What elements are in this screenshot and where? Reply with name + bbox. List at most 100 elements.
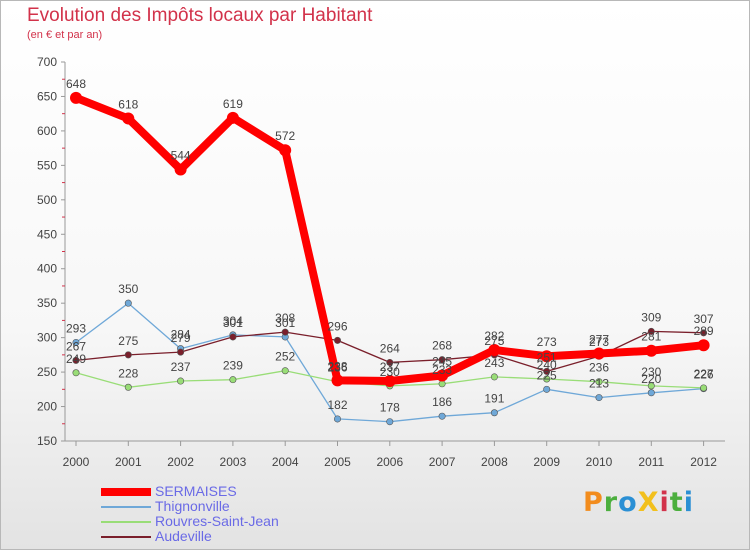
data-label: 350 (118, 282, 138, 296)
data-point (331, 374, 344, 387)
legend-label: Rouvres-Saint-Jean (155, 513, 279, 529)
legend-item: Thignonville (101, 498, 361, 515)
data-point (124, 351, 132, 359)
legend-swatch (101, 488, 151, 496)
legend-swatch (101, 506, 151, 508)
logo-letter: r (603, 487, 619, 518)
x-tick-label: 2003 (220, 455, 247, 469)
data-label: 182 (327, 398, 347, 412)
data-label: 289 (694, 324, 714, 338)
legend-label: Audeville (155, 528, 212, 544)
data-point (174, 163, 187, 176)
x-tick-label: 2004 (272, 455, 299, 469)
data-point (226, 111, 239, 124)
data-point (124, 383, 132, 391)
data-point (386, 358, 394, 366)
data-label: 619 (223, 97, 243, 111)
legend-swatch (101, 521, 151, 523)
data-label: 225 (537, 368, 557, 382)
data-point (595, 394, 603, 402)
data-label: 239 (223, 359, 243, 373)
data-label: 304 (223, 314, 243, 328)
series-points (70, 91, 710, 426)
y-tick-label: 550 (37, 158, 57, 172)
y-tick-label: 700 (37, 55, 57, 69)
data-label: 252 (275, 350, 295, 364)
logo-letter: P (583, 487, 604, 518)
x-tick-label: 2008 (481, 455, 508, 469)
y-tick-label: 350 (37, 296, 57, 310)
data-point (488, 344, 501, 357)
data-point (279, 144, 292, 157)
data-point (333, 336, 341, 344)
data-label: 249 (66, 352, 86, 366)
chart-legend: SERMAISES Thignonville Rouvres-Saint-Jean A… (101, 483, 361, 545)
data-point (229, 376, 237, 384)
data-label: 228 (118, 366, 138, 380)
data-label: 213 (589, 377, 609, 391)
logo-letter: i (683, 487, 694, 518)
y-tick-label: 450 (37, 227, 57, 241)
data-label: 220 (641, 372, 661, 386)
data-label: 279 (171, 331, 191, 345)
data-label: 296 (327, 319, 347, 333)
data-label: 275 (484, 334, 504, 348)
data-point (700, 384, 708, 392)
x-tick-label: 2000 (63, 455, 90, 469)
data-point (543, 375, 551, 383)
data-label: 293 (66, 321, 86, 335)
data-point (593, 347, 605, 360)
legend-label: Thignonville (155, 498, 230, 514)
data-label: 230 (380, 365, 400, 379)
data-label: 648 (66, 77, 86, 91)
data-label: 277 (589, 332, 609, 346)
data-point (543, 385, 551, 393)
data-point (647, 327, 655, 335)
data-point (177, 377, 185, 385)
legend-item: Audeville (101, 528, 361, 545)
data-label: 191 (484, 392, 504, 406)
data-point (438, 356, 446, 364)
data-point (72, 338, 80, 346)
data-label: 572 (275, 129, 295, 143)
data-point (700, 329, 708, 337)
data-point (281, 328, 289, 336)
data-label: 233 (432, 363, 452, 377)
data-point (124, 299, 132, 307)
y-tick-label: 500 (37, 193, 57, 207)
logo-letter: X (637, 487, 660, 518)
data-point (490, 373, 498, 381)
data-point (697, 339, 710, 352)
chart-axes: 150 200 250 300 350 400 450 500 550 600 650 700 2000… (37, 55, 725, 469)
data-point (647, 382, 655, 390)
data-label: 268 (432, 339, 452, 353)
data-point (72, 356, 80, 364)
data-label: 618 (118, 98, 138, 112)
data-label: 237 (380, 360, 400, 374)
x-tick-label: 2012 (690, 455, 717, 469)
data-point (595, 378, 603, 386)
data-label: 243 (484, 356, 504, 370)
y-tick-label: 150 (37, 434, 57, 448)
data-point (543, 367, 551, 375)
data-point (436, 369, 449, 382)
data-label: 281 (641, 330, 661, 344)
data-label: 284 (171, 328, 191, 342)
data-label: 267 (66, 339, 86, 353)
data-label: 544 (171, 148, 191, 162)
y-tick-label: 300 (37, 331, 57, 345)
logo-letter: t (669, 487, 684, 518)
legend-item: Rouvres-Saint-Jean (101, 513, 361, 530)
data-label: 282 (484, 329, 504, 343)
data-label: 264 (380, 341, 400, 355)
data-label: 273 (589, 335, 609, 349)
y-tick-label: 650 (37, 89, 57, 103)
chart-subtitle: (en € et par an) (27, 29, 103, 41)
data-label: 238 (327, 359, 347, 373)
legend-item: SERMAISES (101, 483, 361, 500)
data-point (333, 415, 341, 423)
data-label: 307 (694, 312, 714, 326)
data-point (122, 112, 135, 125)
data-label: 226 (694, 368, 714, 382)
